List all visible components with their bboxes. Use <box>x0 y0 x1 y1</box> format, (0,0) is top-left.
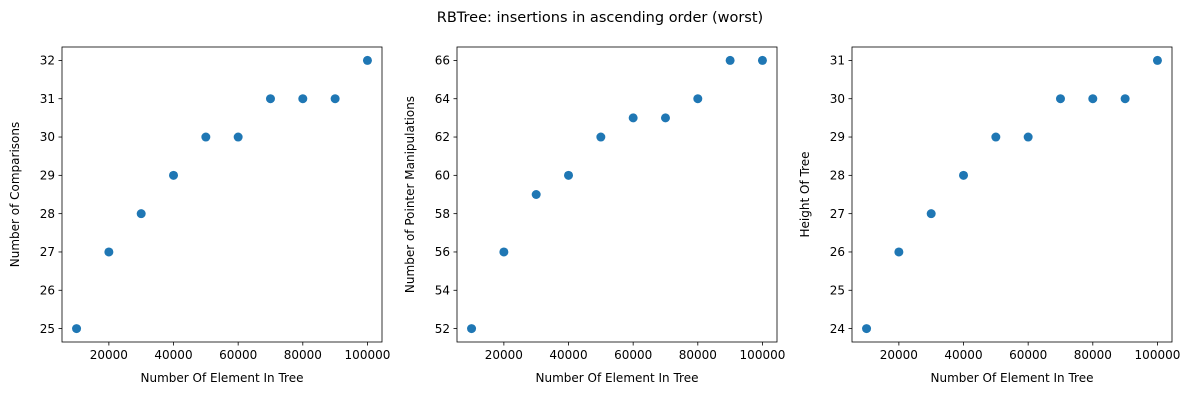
y-tick-label: 31 <box>830 54 845 68</box>
x-tick-label: 60000 <box>614 348 652 362</box>
y-tick-label: 27 <box>830 207 845 221</box>
x-tick-label: 60000 <box>1009 348 1047 362</box>
data-point <box>201 132 211 142</box>
y-tick-label: 54 <box>435 283 450 297</box>
y-tick-label: 28 <box>40 207 55 221</box>
x-tick-label: 20000 <box>90 348 128 362</box>
data-point <box>862 324 872 334</box>
data-point <box>757 55 767 65</box>
y-tick-label: 56 <box>435 245 450 259</box>
x-tick-label: 80000 <box>284 348 322 362</box>
y-axis-label: Number of Comparisons <box>8 122 22 268</box>
data-point <box>894 247 904 257</box>
data-point <box>1152 55 1162 65</box>
axes-frame <box>851 46 1173 343</box>
data-point <box>596 132 606 142</box>
y-axis-label: Height Of Tree <box>798 152 812 238</box>
subplot-3: 20000 40000 60000 80000 100000 24 25 26 27 28 29 30… <box>798 46 1181 385</box>
y-tick-label: 26 <box>830 245 845 259</box>
y-tick-label: 64 <box>435 92 450 106</box>
y-tick-label: 66 <box>435 54 450 68</box>
data-point <box>136 209 146 219</box>
axes-frame <box>456 46 778 343</box>
y-tick-label: 30 <box>40 130 55 144</box>
data-point <box>298 94 308 104</box>
data-point <box>564 170 574 180</box>
data-point <box>233 132 243 142</box>
data-point <box>959 170 969 180</box>
data-point <box>169 170 179 180</box>
subplots: 20000 40000 60000 80000 100000 25 26 27 28 29 30 31… <box>8 46 1181 385</box>
subplot-1: 20000 40000 60000 80000 100000 25 26 27 28 29 30 31… <box>8 46 391 385</box>
x-tick-label: 40000 <box>154 348 192 362</box>
y-tick-label: 29 <box>40 169 55 183</box>
y-tick-label: 32 <box>40 54 55 68</box>
x-axis-label: Number Of Element In Tree <box>141 371 304 385</box>
data-point <box>1055 94 1065 104</box>
data-point <box>531 190 541 199</box>
y-tick-label: 29 <box>830 130 845 144</box>
data-point <box>467 324 477 334</box>
x-tick-label: 80000 <box>1074 348 1112 362</box>
x-axis-label: Number Of Element In Tree <box>931 371 1094 385</box>
data-point <box>1120 94 1130 104</box>
x-tick-label: 100000 <box>345 348 391 362</box>
y-tick-label: 25 <box>40 322 55 336</box>
data-point <box>1023 132 1033 142</box>
x-tick-label: 40000 <box>549 348 587 362</box>
data-point <box>265 94 275 104</box>
subplot-2: 20000 40000 60000 80000 100000 52 54 56 58 60 62 64… <box>403 46 786 385</box>
y-tick-label: 30 <box>830 92 845 106</box>
x-tick-label: 80000 <box>679 348 717 362</box>
data-point <box>1088 94 1098 104</box>
data-point <box>499 247 509 257</box>
y-tick-label: 26 <box>40 283 55 297</box>
x-tick-label: 100000 <box>1135 348 1181 362</box>
y-tick-label: 31 <box>40 92 55 106</box>
y-tick-label: 25 <box>830 283 845 297</box>
y-tick-label: 27 <box>40 245 55 259</box>
y-tick-label: 58 <box>435 207 450 221</box>
figure-suptitle: RBTree: insertions in ascending order (w… <box>437 10 763 26</box>
data-point <box>628 113 638 123</box>
data-point <box>104 247 114 257</box>
data-point <box>725 55 735 65</box>
axes-frame <box>61 46 383 343</box>
data-point <box>926 209 936 219</box>
data-point <box>362 55 372 65</box>
data-point <box>660 113 670 123</box>
y-tick-label: 62 <box>435 130 450 144</box>
data-point <box>991 132 1001 142</box>
x-axis-label: Number Of Element In Tree <box>536 371 699 385</box>
data-point <box>330 94 340 104</box>
data-point <box>72 324 82 334</box>
y-tick-label: 28 <box>830 169 845 183</box>
y-tick-label: 52 <box>435 322 450 336</box>
data-point <box>693 94 703 104</box>
y-tick-label: 60 <box>435 169 450 183</box>
y-axis-label: Number of Pointer Manipulations <box>403 96 417 293</box>
x-tick-label: 20000 <box>485 348 523 362</box>
x-tick-label: 60000 <box>219 348 257 362</box>
x-tick-label: 20000 <box>880 348 918 362</box>
x-tick-label: 40000 <box>944 348 982 362</box>
y-tick-label: 24 <box>830 322 845 336</box>
x-tick-label: 100000 <box>740 348 786 362</box>
